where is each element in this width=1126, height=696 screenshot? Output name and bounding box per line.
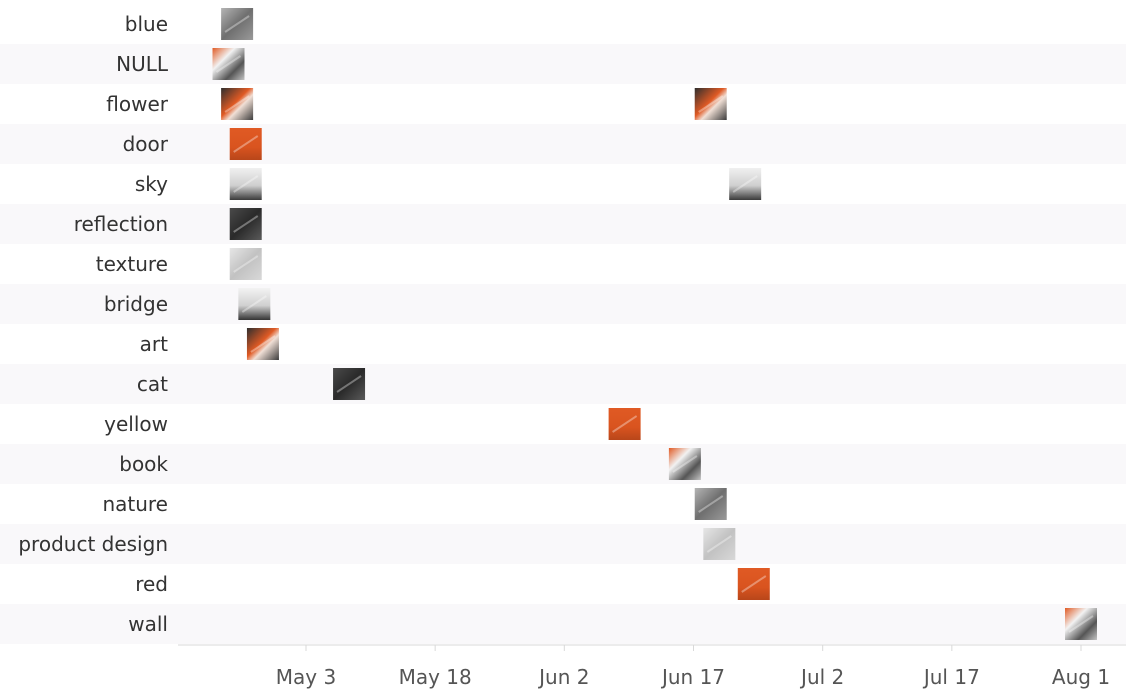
- data-point-thumbnail[interactable]: [729, 168, 762, 200]
- row-label: nature: [102, 492, 168, 516]
- thumbnail-detail: [698, 495, 724, 513]
- row-band: [0, 204, 1126, 244]
- row-band: [0, 284, 1126, 324]
- data-point-thumbnail[interactable]: [333, 368, 366, 400]
- data-point-thumbnail[interactable]: [229, 248, 262, 280]
- thumbnail-detail: [233, 215, 259, 233]
- x-axis-ticks: May 3 May 18 Jun 2 Jun 17 Jul 2 Jul 17 Aug 1: [276, 645, 1110, 689]
- row-band: [0, 364, 1126, 404]
- x-tick-label: May 18: [399, 665, 472, 689]
- thumbnail-detail: [224, 15, 250, 33]
- data-point-thumbnail[interactable]: [221, 8, 254, 40]
- thumbnail-image: [229, 128, 262, 160]
- row-label: red: [135, 572, 168, 596]
- row-label: flower: [106, 92, 168, 116]
- thumbnail-detail: [612, 415, 638, 433]
- row-label: blue: [125, 12, 168, 36]
- row-label: sky: [135, 172, 168, 196]
- thumbnail-image: [608, 408, 641, 440]
- thumbnail-detail: [672, 455, 698, 473]
- row-band: [0, 444, 1126, 484]
- data-point-thumbnail[interactable]: [229, 168, 262, 200]
- row-label: cat: [137, 372, 168, 396]
- thumbnail-image: [229, 168, 262, 200]
- x-tick-label: Jun 17: [660, 665, 725, 689]
- thumbnail-image: [229, 208, 262, 240]
- row-label: wall: [128, 612, 168, 636]
- row-label: yellow: [104, 412, 168, 436]
- x-tick-label: Jul 2: [799, 665, 844, 689]
- row-label: bridge: [104, 292, 168, 316]
- thumbnail-image: [333, 368, 366, 400]
- thumbnail-image: [737, 568, 770, 600]
- data-point-thumbnail[interactable]: [212, 48, 245, 80]
- row-band: [0, 44, 1126, 84]
- thumbnail-detail: [732, 175, 758, 193]
- row-label: book: [119, 452, 168, 476]
- thumbnail-detail: [241, 295, 267, 313]
- data-point-thumbnail[interactable]: [1065, 608, 1097, 640]
- data-point-thumbnail[interactable]: [238, 288, 271, 320]
- x-tick-label: May 3: [276, 665, 336, 689]
- thumbnail-image: [221, 88, 254, 120]
- data-point-thumbnail[interactable]: [694, 88, 727, 120]
- row-label: art: [140, 332, 168, 356]
- thumbnail-detail: [741, 575, 767, 593]
- thumbnail-image: [229, 248, 262, 280]
- thumbnail-image: [238, 288, 271, 320]
- thumbnail-image: [668, 448, 701, 480]
- thumbnail-detail: [698, 95, 724, 113]
- row-band: [0, 124, 1126, 164]
- x-tick-label: Jun 2: [537, 665, 589, 689]
- row-bands: [0, 44, 1126, 644]
- row-label: NULL: [116, 52, 169, 76]
- data-points: [212, 8, 1097, 640]
- data-point-thumbnail[interactable]: [229, 128, 262, 160]
- thumbnail-image: [729, 168, 762, 200]
- thumbnail-detail: [250, 335, 276, 353]
- thumbnail-image: [212, 48, 245, 80]
- thumbnail-image: [694, 488, 727, 520]
- thumbnail-image: [694, 88, 727, 120]
- data-point-thumbnail[interactable]: [737, 568, 770, 600]
- data-point-thumbnail[interactable]: [703, 528, 736, 560]
- thumbnail-detail: [215, 55, 242, 73]
- data-point-thumbnail[interactable]: [221, 88, 254, 120]
- data-point-thumbnail[interactable]: [246, 328, 279, 360]
- thumbnail-detail: [706, 535, 732, 553]
- thumbnail-detail: [233, 175, 259, 193]
- x-tick-label: Aug 1: [1052, 665, 1110, 689]
- thumbnail-image: [1065, 608, 1097, 640]
- data-point-thumbnail[interactable]: [668, 448, 701, 480]
- thumbnail-detail: [1068, 615, 1094, 633]
- thumbnail-detail: [233, 135, 259, 153]
- data-point-thumbnail[interactable]: [694, 488, 727, 520]
- row-label: product design: [18, 532, 168, 556]
- row-label: door: [123, 132, 169, 156]
- data-point-thumbnail[interactable]: [608, 408, 641, 440]
- data-point-thumbnail[interactable]: [229, 208, 262, 240]
- row-label: texture: [96, 252, 168, 276]
- thumbnail-image: [221, 8, 254, 40]
- thumbnail-image: [246, 328, 279, 360]
- thumbnail-detail: [336, 375, 362, 393]
- row-labels: blue NULL flower door sky reflection texture br…: [18, 12, 168, 636]
- thumbnail-image: [703, 528, 736, 560]
- row-label: reflection: [74, 212, 168, 236]
- row-band: [0, 604, 1126, 644]
- thumbnail-detail: [224, 95, 250, 113]
- x-tick-label: Jul 17: [922, 665, 980, 689]
- row-band: [0, 524, 1126, 564]
- thumbnail-detail: [233, 255, 259, 273]
